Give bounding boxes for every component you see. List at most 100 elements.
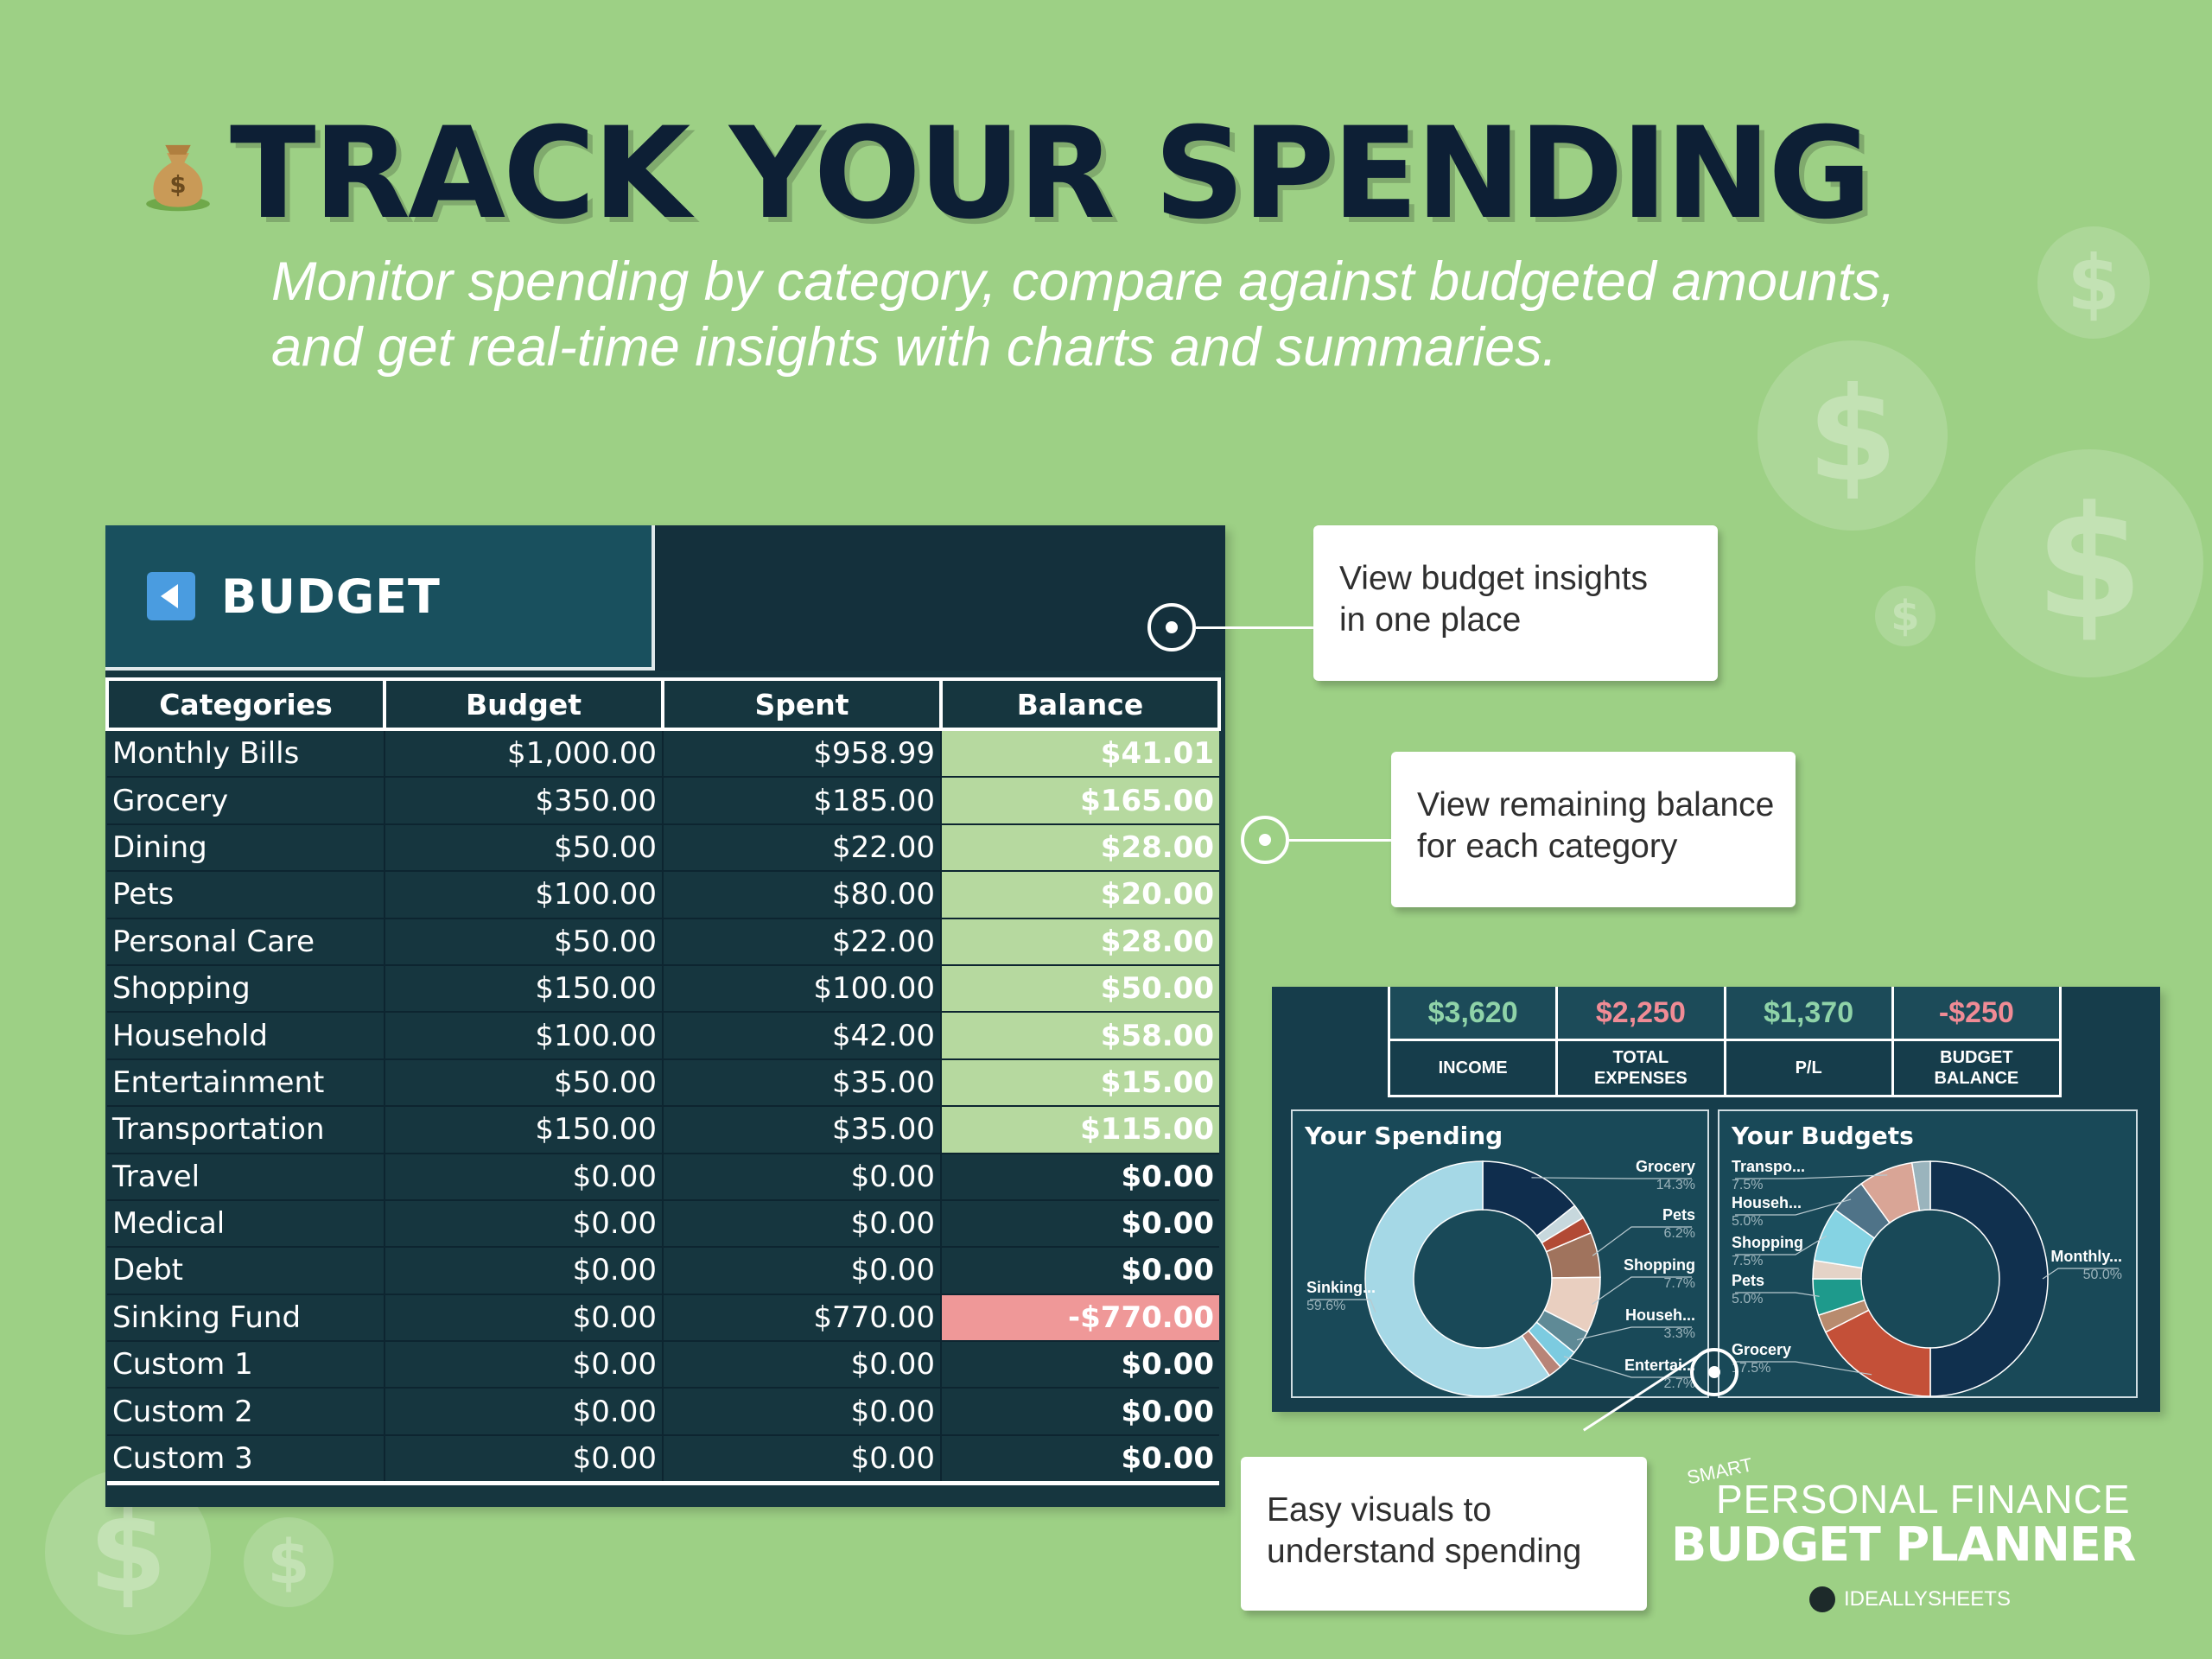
spending-donut: Grocery 14.3% Pets 6.2% Shopping 7.7% Househ..… [1306,1158,1695,1397]
pie-leader-line [1576,1326,1692,1341]
callout-text: Easy visuals to [1267,1491,1492,1529]
category-cell[interactable]: Grocery [107,776,385,824]
budget-cell[interactable]: $100.00 [385,870,664,918]
balance-cell[interactable]: $0.00 [941,1340,1219,1389]
spent-cell[interactable]: $35.00 [663,1105,942,1154]
balance-cell[interactable]: $0.00 [941,1246,1219,1294]
budget-cell[interactable]: $150.00 [385,1105,664,1154]
balance-cell[interactable]: $41.01 [941,728,1219,778]
spent-cell[interactable]: $100.00 [663,963,942,1013]
table-row: Custom 2 $0.00 $0.00 $0.00 [107,1387,1219,1435]
pie-label: Pets [1662,1206,1695,1224]
pie-value-label: 5.0% [1732,1292,1763,1306]
budget-cell[interactable]: $0.00 [385,1433,664,1486]
category-cell[interactable]: Shopping [107,963,385,1013]
pie-label: Sinking... [1306,1279,1376,1296]
category-cell[interactable]: Household [107,1011,385,1059]
category-cell[interactable]: Monthly Bills [107,728,385,778]
balance-cell[interactable]: $15.00 [941,1058,1219,1107]
category-cell[interactable]: Custom 2 [107,1387,385,1435]
spent-cell[interactable]: $22.00 [663,917,942,965]
pie-label: Transpo... [1732,1158,1805,1175]
category-cell[interactable]: Pets [107,870,385,918]
budget-title: BUDGET [221,569,441,624]
kpi-label-line: BALANCE [1934,1069,2019,1088]
pie-leader-line [2042,1268,2119,1280]
balance-cell[interactable]: $28.00 [941,823,1219,872]
pie-value-label: 50.0% [2083,1268,2122,1282]
category-cell[interactable]: Entertainment [107,1058,385,1107]
callout-text: View budget insights [1339,560,1649,597]
category-cell[interactable]: Dining [107,823,385,872]
spent-cell[interactable]: $0.00 [663,1152,942,1200]
balance-cell[interactable]: $58.00 [941,1011,1219,1059]
pie-label: Grocery [1732,1341,1791,1358]
category-cell[interactable]: Personal Care [107,917,385,965]
category-cell[interactable]: Sinking Fund [107,1293,385,1342]
balance-cell[interactable]: $0.00 [941,1433,1219,1486]
budget-cell[interactable]: $0.00 [385,1198,664,1248]
budget-cell[interactable]: $50.00 [385,1058,664,1107]
callout-visuals: Easy visuals to understand spending [1241,1457,1647,1611]
spent-cell[interactable]: $35.00 [663,1058,942,1107]
spent-cell[interactable]: $185.00 [663,776,942,824]
budget-cell[interactable]: $50.00 [385,823,664,872]
spent-cell[interactable]: $22.00 [663,823,942,872]
budget-cell[interactable]: $0.00 [385,1340,664,1389]
spent-cell[interactable]: $0.00 [663,1246,942,1294]
dollar-coin-icon: $ [244,1517,334,1607]
balance-cell[interactable]: $50.00 [941,963,1219,1013]
spent-cell[interactable]: $0.00 [663,1387,942,1435]
balance-cell[interactable]: $0.00 [941,1387,1219,1435]
budget-cell[interactable]: $150.00 [385,963,664,1013]
kpi-label-line: EXPENSES [1593,1069,1688,1088]
balance-cell[interactable]: $0.00 [941,1198,1219,1248]
budget-cell[interactable]: $1,000.00 [385,728,664,778]
page-title: TRACK YOUR SPENDING [230,100,1872,247]
budgets-donut: Monthly... 50.0% Grocery 17.5% Pets 5.0% Shopp… [1732,1158,2122,1397]
balance-cell[interactable]: -$770.00 [941,1293,1219,1342]
kpi-card: $2,250 TOTAL EXPENSES [1558,987,1726,1095]
balance-cell[interactable]: $115.00 [941,1105,1219,1154]
budgets-chart: Your Budgets Monthly... 50.0% Grocery 17.5%… [1718,1109,2138,1398]
spent-cell[interactable]: $770.00 [663,1293,942,1342]
pie-slice[interactable] [1929,1160,2049,1397]
pie-slice[interactable] [1364,1160,1551,1397]
pie-value-label: 7.7% [1664,1276,1695,1291]
kpi-card: -$250 BUDGET BALANCE [1893,987,2059,1095]
callout-leader [1289,839,1393,842]
budget-cell[interactable]: $100.00 [385,1011,664,1059]
budget-cell[interactable]: $0.00 [385,1293,664,1342]
balance-cell[interactable]: $28.00 [941,917,1219,965]
spent-cell[interactable]: $958.99 [663,728,942,778]
spent-cell[interactable]: $0.00 [663,1433,942,1486]
pie-label: Househ... [1732,1194,1802,1211]
budget-cell[interactable]: $350.00 [385,776,664,824]
back-arrow-icon[interactable] [147,572,195,620]
balance-cell[interactable]: $0.00 [941,1152,1219,1200]
category-cell[interactable]: Medical [107,1198,385,1248]
balance-cell[interactable]: $165.00 [941,776,1219,824]
pie-leader-line [1735,1198,1852,1216]
pie-value-label: 17.5% [1732,1361,1770,1376]
table-row: Pets $100.00 $80.00 $20.00 [107,870,1219,918]
spent-cell[interactable]: $80.00 [663,870,942,918]
table-row: Custom 1 $0.00 $0.00 $0.00 [107,1340,1219,1389]
budget-cell[interactable]: $50.00 [385,917,664,965]
budget-cell[interactable]: $0.00 [385,1152,664,1200]
category-cell[interactable]: Custom 1 [107,1340,385,1389]
category-cell[interactable]: Travel [107,1152,385,1200]
budget-cell[interactable]: $0.00 [385,1246,664,1294]
spent-cell[interactable]: $0.00 [663,1198,942,1248]
spent-cell[interactable]: $0.00 [663,1340,942,1389]
spent-cell[interactable]: $42.00 [663,1011,942,1059]
budget-cell[interactable]: $0.00 [385,1387,664,1435]
balance-cell[interactable]: $20.00 [941,870,1219,918]
kpi-label-line: INCOME [1438,1058,1508,1077]
category-cell[interactable]: Custom 3 [107,1433,385,1486]
money-bag-icon: $ [146,144,210,212]
pie-slice[interactable] [1910,1160,1931,1211]
category-cell[interactable]: Debt [107,1246,385,1294]
brand-line1: PERSONAL FINANCE [1716,1477,2131,1522]
category-cell[interactable]: Transportation [107,1105,385,1154]
